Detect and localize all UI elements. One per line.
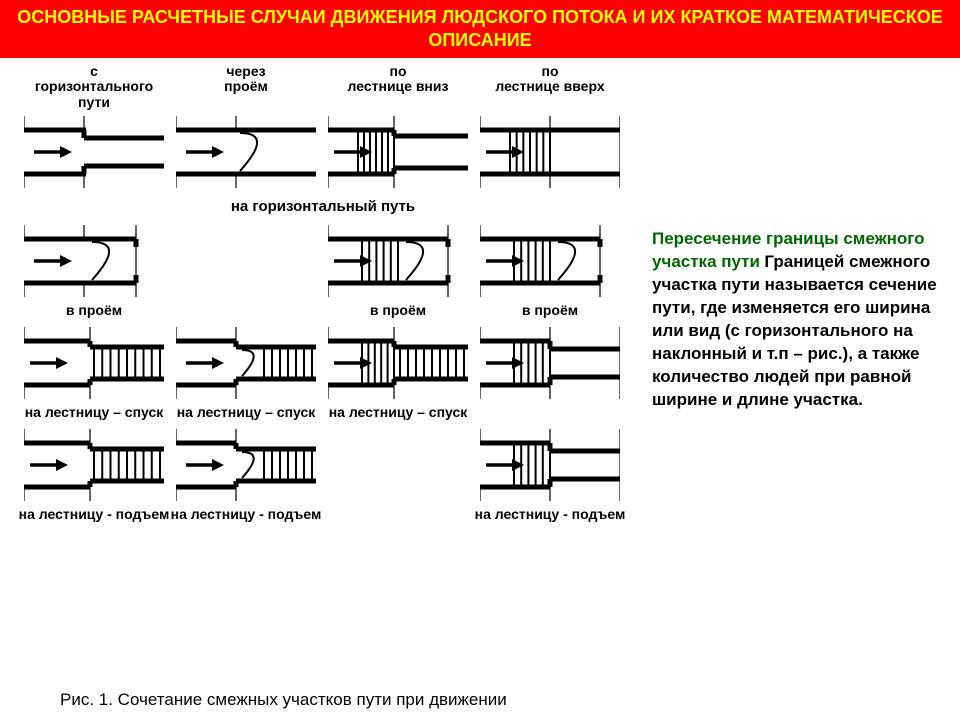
diagram-svg	[24, 327, 164, 399]
diagram-row	[18, 116, 628, 188]
figure-caption: Рис. 1. Сочетание смежных участков пути …	[60, 690, 507, 710]
header-label: полестнице вверх	[495, 64, 604, 95]
diagram-row: на лестницу - подъем на лестницу - подъе…	[18, 429, 628, 525]
cell-label: на лестницу - подъем	[171, 505, 322, 525]
diagram-cell: в проём	[18, 225, 170, 321]
cell-label: на лестницу - подъем	[19, 505, 170, 525]
diagram-cell: на лестницу – спуск	[170, 327, 322, 423]
diagram-svg	[480, 116, 620, 188]
side-text: Пересечение границы смежного участка пут…	[642, 58, 960, 720]
diagram-cell: на лестницу - подъем	[474, 429, 626, 525]
content: сгоризонтального пути черезпроём полестниц…	[0, 58, 960, 720]
figure-area: сгоризонтального пути черезпроём полестниц…	[0, 58, 642, 720]
diagram-row: в проём в проём в проём	[18, 225, 628, 321]
diagram-svg	[328, 116, 468, 188]
header-cell: сгоризонтального пути	[18, 64, 170, 110]
cell-label: на лестницу – спуск	[329, 403, 468, 423]
diagram-cell: на лестницу - подъем	[18, 429, 170, 525]
diagram-cell: на лестницу – спуск	[322, 327, 474, 423]
cell-label: на лестницу – спуск	[177, 403, 316, 423]
header-label: полестнице вниз	[348, 64, 449, 95]
diagram-svg	[24, 116, 164, 188]
diagram-cell	[170, 116, 322, 188]
diagram-cell: на лестницу – спуск	[18, 327, 170, 423]
diagram-svg	[24, 429, 164, 501]
side-body: Границей смежного участка пути называетс…	[652, 252, 937, 409]
diagram-cell: в проём	[474, 225, 626, 321]
diagram-cell	[170, 225, 322, 321]
cell-label: на лестницу – спуск	[25, 403, 164, 423]
header-cell: полестнице вверх	[474, 64, 626, 110]
header-label: черезпроём	[224, 64, 268, 95]
diagram-svg	[176, 116, 316, 188]
cell-label: в проём	[66, 301, 122, 321]
diagram-cell: в проём	[322, 225, 474, 321]
diagram-cell: на лестницу - подъем	[170, 429, 322, 525]
diagram-cell	[474, 116, 626, 188]
cell-label: на лестницу - подъем	[475, 505, 626, 525]
group-title: на горизонтальный путь	[18, 198, 628, 215]
cell-label: в проём	[370, 301, 426, 321]
diagram-row: на лестницу – спуск на лестницу – спуск …	[18, 327, 628, 423]
header-label: сгоризонтального пути	[18, 64, 170, 110]
diagram-cell	[322, 429, 474, 525]
page-title: ОСНОВНЫЕ РАСЧЕТНЫЕ СЛУЧАИ ДВИЖЕНИЯ ЛЮДСК…	[0, 6, 960, 53]
diagram-svg	[176, 429, 316, 501]
diagram-svg	[24, 225, 164, 297]
diagram-svg	[480, 225, 620, 297]
cell-label: в проём	[522, 301, 578, 321]
title-bar: ОСНОВНЫЕ РАСЧЕТНЫЕ СЛУЧАИ ДВИЖЕНИЯ ЛЮДСК…	[0, 0, 960, 58]
diagram-svg	[176, 327, 316, 399]
diagram-svg	[480, 327, 620, 399]
header-cell: черезпроём	[170, 64, 322, 110]
diagram-grid: сгоризонтального пути черезпроём полестниц…	[18, 64, 628, 531]
header-cell: полестнице вниз	[322, 64, 474, 110]
diagram-cell	[322, 116, 474, 188]
diagram-cell	[474, 327, 626, 423]
diagram-cell	[18, 116, 170, 188]
diagram-svg	[328, 327, 468, 399]
header-row: сгоризонтального пути черезпроём полестниц…	[18, 64, 628, 110]
diagram-svg	[480, 429, 620, 501]
diagram-svg	[328, 225, 468, 297]
